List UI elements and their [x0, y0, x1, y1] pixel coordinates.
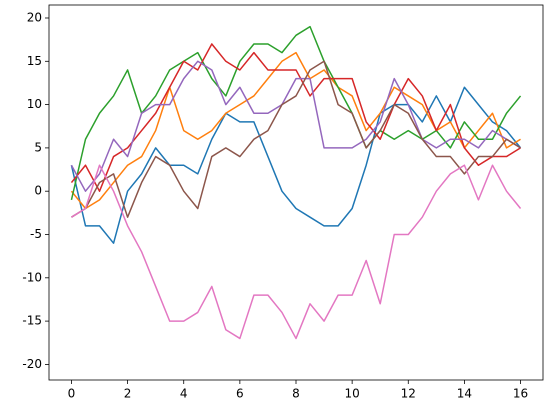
x-tick-label: 6	[236, 387, 244, 401]
y-tick-label: 15	[27, 54, 42, 68]
series-line	[70, 60, 521, 192]
series-line	[70, 43, 521, 192]
series-line	[71, 60, 521, 218]
series-line	[70, 86, 522, 244]
x-tick-label: 2	[124, 387, 132, 401]
y-tick-label: 0	[34, 184, 42, 198]
x-tick-label: 4	[180, 387, 188, 401]
y-tick-label: -5	[30, 227, 42, 241]
plot-area	[70, 25, 522, 340]
x-tick-label: 10	[344, 387, 359, 401]
y-tick-label: 5	[34, 140, 42, 154]
x-tick-label: 8	[292, 387, 300, 401]
x-tick-label: 16	[513, 387, 528, 401]
y-tick-label: -10	[22, 270, 42, 284]
y-tick-label: -15	[22, 314, 42, 328]
y-tick-label: -20	[22, 357, 42, 371]
series-line	[71, 164, 522, 340]
y-tick-label: 10	[27, 97, 42, 111]
y-tick-label: 20	[27, 10, 42, 24]
axes-frame	[48, 4, 544, 381]
series-line	[70, 51, 521, 210]
x-tick-label: 0	[68, 387, 76, 401]
x-tick-label: 14	[457, 387, 472, 401]
x-tick-label: 12	[401, 387, 416, 401]
